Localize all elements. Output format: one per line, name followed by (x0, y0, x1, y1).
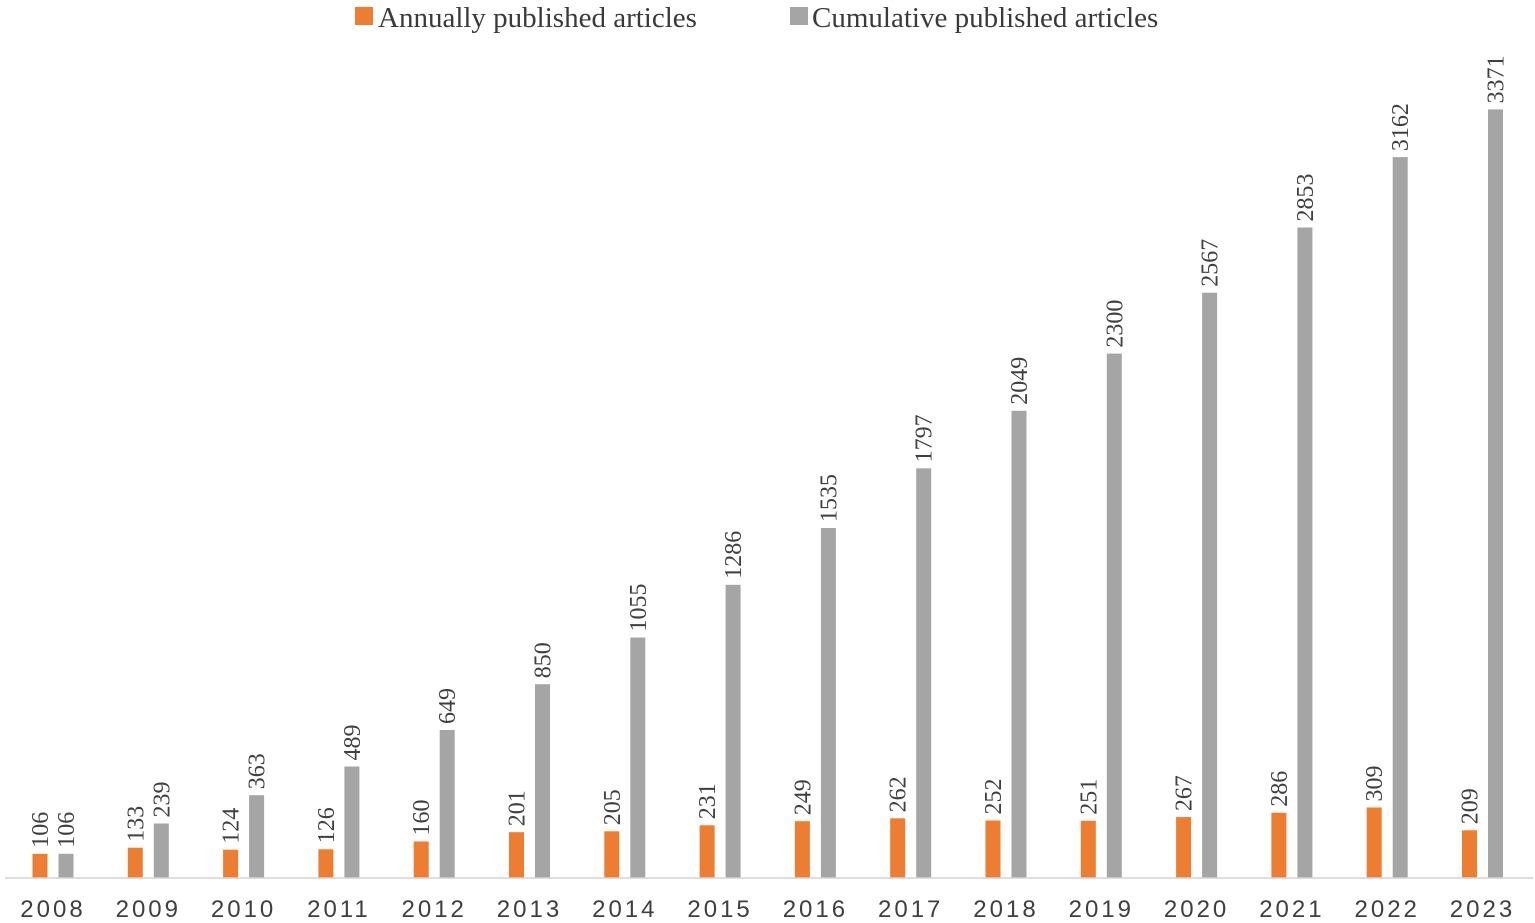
x-tick-label-2009: 2009 (116, 896, 181, 923)
annual-value-label-2009: 133 (123, 806, 149, 842)
cumulative-value-label-2014: 1055 (626, 584, 652, 632)
legend-label-cumulative: Cumulative published articles (812, 2, 1158, 34)
annual-bar-2011 (318, 849, 334, 878)
annual-bar-2019 (1080, 820, 1096, 878)
cumulative-bar-2014 (630, 637, 646, 878)
cumulative-value-label-2008: 106 (54, 812, 80, 848)
cumulative-bar-2018 (1011, 410, 1027, 878)
cumulative-value-label-2020: 2567 (1198, 239, 1224, 287)
annual-bar-2012 (413, 841, 429, 878)
annual-bar-2022 (1366, 807, 1382, 878)
annual-bar-2018 (985, 820, 1001, 878)
annual-bar-2008 (32, 853, 48, 878)
cumulative-value-label-2019: 2300 (1102, 300, 1128, 348)
annual-bar-2015 (699, 825, 715, 878)
annual-value-label-2010: 124 (219, 808, 245, 844)
annual-value-label-2020: 267 (1172, 775, 1198, 811)
x-tick-label-2012: 2012 (402, 896, 467, 923)
annual-bar-2023 (1462, 830, 1477, 878)
annual-value-label-2016: 249 (790, 779, 816, 815)
cumulative-value-label-2011: 489 (340, 725, 366, 761)
annual-bar-2014 (604, 831, 620, 878)
cumulative-value-label-2018: 2049 (1007, 357, 1033, 405)
annual-bar-2010 (223, 849, 239, 878)
annual-bar-2017 (890, 818, 906, 878)
annual-value-label-2019: 251 (1076, 779, 1102, 815)
x-tick-label-2015: 2015 (687, 896, 752, 923)
annual-value-label-2013: 201 (505, 790, 531, 826)
annual-value-label-2011: 126 (314, 807, 340, 843)
x-tick-label-2017: 2017 (878, 896, 943, 923)
cumulative-value-label-2009: 239 (149, 782, 175, 818)
legend-swatch-annual (355, 7, 373, 25)
cumulative-bar-2015 (725, 584, 741, 878)
cumulative-bar-2020 (1202, 292, 1218, 878)
legend-label-annual: Annually published articles (378, 2, 697, 34)
annual-bar-2016 (794, 821, 810, 878)
cumulative-bar-2016 (820, 528, 836, 878)
x-tick-label-2014: 2014 (592, 896, 657, 923)
x-tick-label-2019: 2019 (1069, 896, 1134, 923)
annual-bar-2013 (509, 832, 524, 878)
cumulative-value-label-2021: 2853 (1293, 174, 1319, 222)
x-axis-tick-labels: 2008 2009 2010 2011 2012 2013 2014 2015 2016 2017… (20, 896, 1515, 923)
annual-bar-2009 (127, 847, 143, 878)
cumulative-value-label-2013: 850 (531, 642, 557, 678)
cumulative-bar-2021 (1297, 227, 1313, 878)
cumulative-bar-2019 (1106, 353, 1122, 879)
annual-bar-2021 (1271, 812, 1287, 878)
x-tick-label-2020: 2020 (1164, 896, 1229, 923)
annual-value-label-2014: 205 (600, 789, 626, 825)
cumulative-bar-2012 (439, 730, 455, 878)
annual-value-label-2023: 209 (1458, 788, 1484, 824)
x-tick-label-2008: 2008 (20, 896, 85, 923)
cumulative-value-label-2012: 649 (435, 688, 461, 724)
annual-value-label-2012: 160 (409, 800, 435, 836)
cumulative-bar-2013 (535, 684, 550, 878)
cumulative-value-label-2015: 1286 (721, 531, 747, 579)
cumulative-bar-2009 (153, 823, 169, 878)
x-tick-label-2022: 2022 (1355, 896, 1420, 923)
cumulative-bar-2017 (916, 468, 932, 878)
x-tick-label-2018: 2018 (973, 896, 1038, 923)
legend: Annually published articles Cumulative p… (355, 2, 1158, 34)
annual-value-label-2015: 231 (695, 783, 721, 819)
x-tick-label-2016: 2016 (783, 896, 848, 923)
x-tick-label-2021: 2021 (1259, 896, 1324, 923)
x-tick-label-2013: 2013 (497, 896, 562, 923)
bars-layer (32, 109, 1503, 879)
annual-value-label-2022: 309 (1362, 766, 1388, 802)
cumulative-bar-2022 (1392, 157, 1408, 879)
cumulative-bar-2008 (58, 853, 74, 878)
annual-value-label-2017: 262 (886, 776, 912, 812)
cumulative-value-label-2016: 1535 (816, 474, 842, 522)
x-tick-label-2010: 2010 (211, 896, 276, 923)
cumulative-bar-2011 (344, 766, 360, 878)
x-tick-label-2023: 2023 (1450, 896, 1515, 923)
legend-swatch-cumulative (790, 7, 808, 25)
cumulative-value-label-2010: 363 (245, 753, 271, 789)
cumulative-bar-2023 (1488, 109, 1503, 878)
cumulative-value-label-2022: 3162 (1388, 103, 1414, 151)
cumulative-value-label-2017: 1797 (912, 414, 938, 462)
annual-value-label-2021: 286 (1267, 771, 1293, 807)
x-tick-label-2011: 2011 (307, 896, 371, 923)
cumulative-value-label-2023: 3371 (1484, 55, 1510, 103)
annual-bar-2020 (1176, 817, 1192, 878)
annual-value-label-2008: 106 (28, 812, 54, 848)
annual-value-label-2018: 252 (981, 779, 1007, 815)
cumulative-bar-2010 (249, 795, 265, 878)
